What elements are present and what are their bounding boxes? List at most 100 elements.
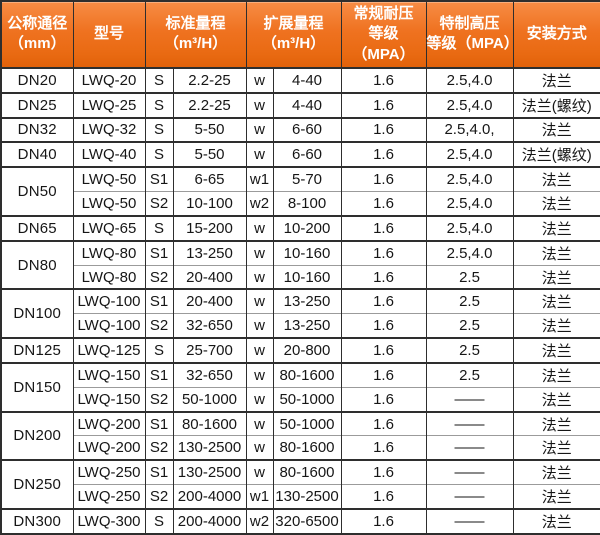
extended-range-cell: 80-1600	[272, 361, 342, 388]
install-method-cell: 法兰	[512, 66, 600, 93]
header-standard-range: 标准量程 （m³/H）	[144, 1, 247, 69]
special-pressure-cell: 2.5,4.0	[425, 66, 514, 93]
nominal-diameter-cell: DN300	[0, 507, 74, 534]
extended-range-code-cell: w	[245, 337, 274, 363]
install-method-cell: 法兰	[512, 435, 600, 461]
special-pressure-cell: ——	[425, 507, 514, 534]
standard-range-cell: 32-650	[172, 313, 247, 339]
extended-range-cell: 50-1000	[272, 410, 342, 436]
normal-pressure-cell: 1.6	[340, 288, 427, 314]
standard-range-cell: 6-65	[172, 166, 247, 192]
table-row: LWQ-80 S2 20-400 w 10-160 1.6 2.5 法兰	[1, 264, 600, 290]
model-cell: LWQ-250	[72, 459, 146, 485]
table-row: LWQ-100 S2 32-650 w 13-250 1.6 2.5 法兰	[1, 313, 600, 339]
special-pressure-cell: 2.5	[425, 288, 514, 314]
extended-range-cell: 80-1600	[272, 459, 342, 485]
table-row: LWQ-250 S2 200-4000 w1 130-2500 1.6 —— 法兰	[1, 484, 600, 509]
table-row: DN20 LWQ-20 S 2.2-25 w 4-40 1.6 2.5,4.0 法兰	[0, 66, 600, 93]
extended-range-code-cell: w	[245, 264, 274, 290]
normal-pressure-cell: 1.6	[340, 166, 427, 192]
model-cell: LWQ-125	[72, 337, 146, 363]
model-cell: LWQ-65	[72, 214, 146, 241]
extended-range-cell: 5-70	[272, 166, 342, 192]
extended-range-code-cell: w	[245, 141, 274, 168]
extended-range-code-cell: w	[245, 410, 274, 436]
standard-range-code-cell: S2	[144, 484, 174, 509]
table-row: DN300 LWQ-300 S 200-4000 w2 320-6500 1.6 —— 法兰	[0, 507, 600, 534]
table-row: DN125 LWQ-125 S 25-700 w 20-800 1.6 2.5 法兰	[0, 337, 600, 363]
extended-range-code-cell: w	[245, 288, 274, 314]
table-row: DN80 LWQ-80 S1 13-250 w 10-160 1.6 2.5,4.0 法兰	[0, 239, 600, 290]
extended-range-code-cell: w	[245, 361, 274, 388]
special-pressure-cell: ——	[425, 410, 514, 436]
special-pressure-cell: ——	[425, 386, 514, 412]
special-pressure-cell: 2.5,4.0	[425, 166, 514, 192]
standard-range-cell: 80-1600	[172, 410, 247, 436]
normal-pressure-cell: 1.6	[340, 239, 427, 266]
table-row: LWQ-150 S2 50-1000 w 50-1000 1.6 —— 法兰	[1, 386, 600, 412]
table-row: LWQ-50 S2 10-100 w2 8-100 1.6 2.5,4.0 法兰	[1, 191, 600, 216]
install-method-cell: 法兰	[512, 191, 600, 216]
table-row: DN40 LWQ-40 S 5-50 w 6-60 1.6 2.5,4.0 法兰(螺纹)	[0, 141, 600, 168]
table-row: DN25 LWQ-25 S 2.2-25 w 4-40 1.6 2.5,4.0 法兰(螺纹)	[0, 91, 600, 118]
model-cell: LWQ-150	[72, 361, 146, 388]
extended-range-cell: 10-200	[272, 214, 342, 241]
extended-range-cell: 10-160	[272, 239, 342, 266]
normal-pressure-cell: 1.6	[340, 141, 427, 168]
standard-range-code-cell: S	[144, 507, 174, 534]
install-method-cell: 法兰	[512, 361, 600, 388]
extended-range-code-cell: w	[245, 459, 274, 485]
standard-range-code-cell: S2	[144, 191, 174, 216]
special-pressure-cell: 2.5,4.0,	[425, 116, 514, 143]
install-method-cell: 法兰	[512, 337, 600, 363]
standard-range-cell: 10-100	[172, 191, 247, 216]
extended-range-code-cell: w2	[245, 191, 274, 216]
model-cell: LWQ-50	[72, 166, 146, 192]
normal-pressure-cell: 1.6	[340, 66, 427, 93]
normal-pressure-cell: 1.6	[340, 264, 427, 290]
nominal-diameter-cell: DN50	[0, 166, 74, 216]
special-pressure-cell: ——	[425, 435, 514, 461]
extended-range-code-cell: w	[245, 313, 274, 339]
install-method-cell: 法兰(螺纹)	[512, 91, 600, 118]
normal-pressure-cell: 1.6	[340, 435, 427, 461]
standard-range-cell: 50-1000	[172, 386, 247, 412]
model-cell: LWQ-80	[72, 264, 146, 290]
standard-range-cell: 130-2500	[172, 459, 247, 485]
nominal-diameter-cell: DN32	[0, 116, 74, 143]
model-cell: LWQ-250	[72, 484, 146, 509]
table-row: DN200 LWQ-200 S1 80-1600 w 50-1000 1.6 —— 法兰	[0, 410, 600, 461]
extended-range-cell: 6-60	[272, 141, 342, 168]
nominal-diameter-cell: DN65	[0, 214, 74, 241]
header-nominal-diameter: 公称通径 （mm）	[0, 1, 74, 69]
standard-range-cell: 200-4000	[172, 484, 247, 509]
header-normal-pressure: 常规耐压 等级（MPA）	[340, 1, 427, 69]
normal-pressure-cell: 1.6	[340, 116, 427, 143]
nominal-diameter-cell: DN200	[0, 410, 74, 461]
extended-range-code-cell: w	[245, 435, 274, 461]
model-cell: LWQ-200	[72, 435, 146, 461]
extended-range-code-cell: w	[245, 116, 274, 143]
model-cell: LWQ-200	[72, 410, 146, 436]
table-row: DN65 LWQ-65 S 15-200 w 10-200 1.6 2.5,4.0 法兰	[0, 214, 600, 241]
extended-range-cell: 130-2500	[272, 484, 342, 509]
standard-range-code-cell: S	[144, 141, 174, 168]
special-pressure-cell: 2.5	[425, 361, 514, 388]
normal-pressure-cell: 1.6	[340, 410, 427, 436]
install-method-cell: 法兰	[512, 313, 600, 339]
standard-range-code-cell: S1	[144, 459, 174, 485]
normal-pressure-cell: 1.6	[340, 507, 427, 534]
extended-range-code-cell: w	[245, 66, 274, 93]
standard-range-code-cell: S1	[144, 288, 174, 314]
nominal-diameter-cell: DN80	[0, 239, 74, 290]
special-pressure-cell: 2.5,4.0	[425, 91, 514, 118]
install-method-cell: 法兰(螺纹)	[512, 141, 600, 168]
install-method-cell: 法兰	[512, 116, 600, 143]
install-method-cell: 法兰	[512, 239, 600, 266]
model-cell: LWQ-80	[72, 239, 146, 266]
standard-range-code-cell: S1	[144, 361, 174, 388]
table-body: DN20 LWQ-20 S 2.2-25 w 4-40 1.6 2.5,4.0 法兰 DN25 LW…	[0, 66, 600, 534]
extended-range-cell: 50-1000	[272, 386, 342, 412]
normal-pressure-cell: 1.6	[340, 91, 427, 118]
table-row: DN250 LWQ-250 S1 130-2500 w 80-1600 1.6 —— 法兰	[0, 459, 600, 509]
